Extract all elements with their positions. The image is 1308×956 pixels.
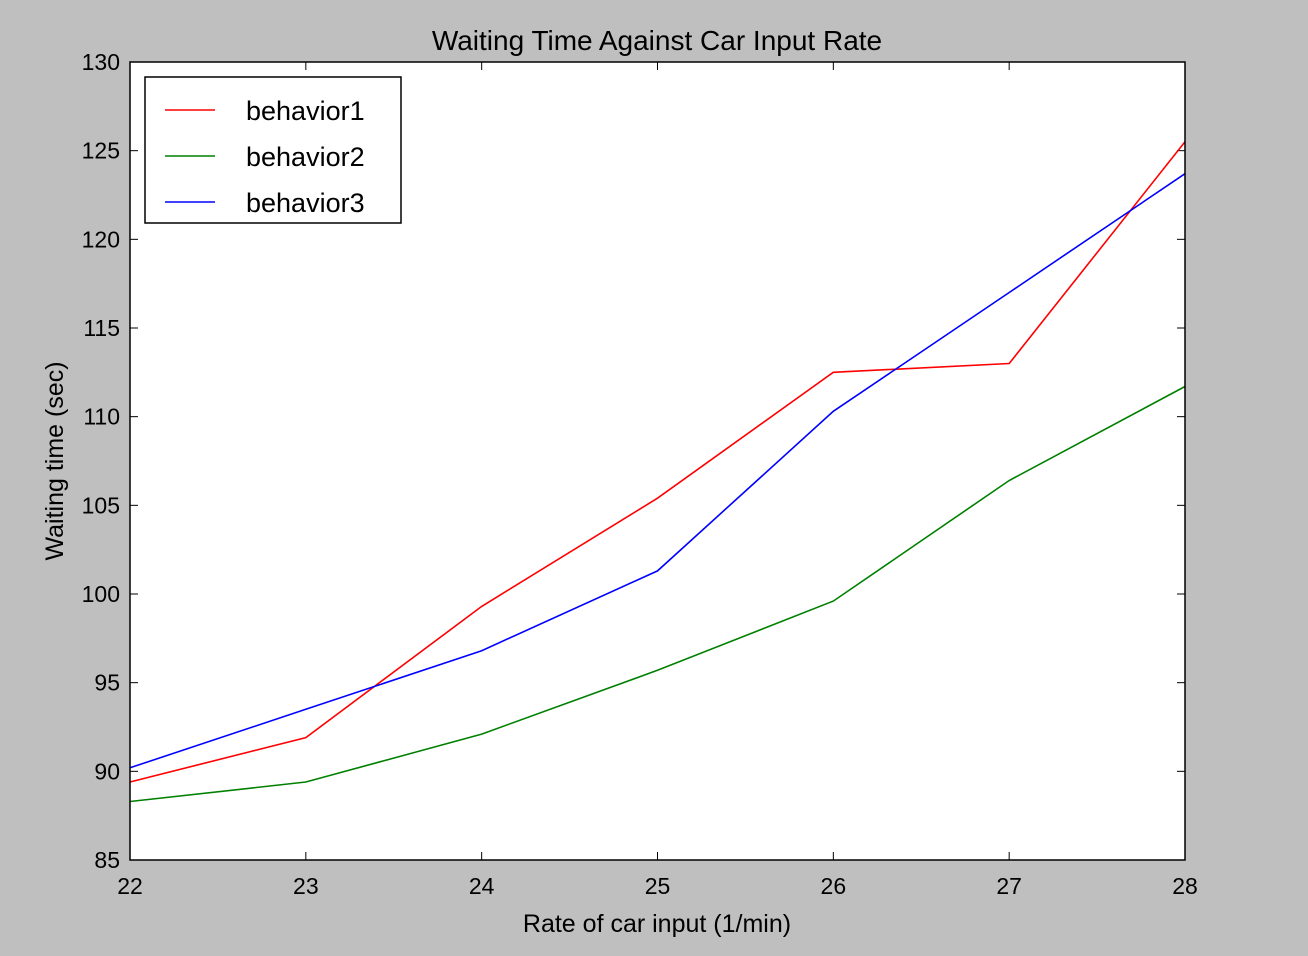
y-tick-label: 130 xyxy=(82,49,120,75)
y-tick-label: 95 xyxy=(94,670,120,696)
y-tick-label: 105 xyxy=(82,492,120,518)
legend-box xyxy=(144,76,402,224)
x-tick-label: 26 xyxy=(821,873,847,899)
series-line-behavior1 xyxy=(129,141,1186,783)
y-axis-ticks: 85 90 95 100 105 110 115 120 125 130 xyxy=(82,49,1185,873)
y-tick-label: 120 xyxy=(82,226,120,252)
legend-label: behavior1 xyxy=(246,96,365,126)
legend-label: behavior3 xyxy=(246,188,365,218)
y-axis-label: Waiting time (sec) xyxy=(41,361,69,560)
y-tick-label: 85 xyxy=(94,847,120,873)
y-tick-label: 100 xyxy=(82,581,120,607)
series-lines xyxy=(129,141,1186,803)
y-tick-label: 125 xyxy=(82,138,120,164)
plot-frame xyxy=(129,61,1186,861)
x-axis-label: Rate of car input (1/min) xyxy=(523,910,791,938)
y-tick-label: 90 xyxy=(94,758,120,784)
chart-title: Waiting Time Against Car Input Rate xyxy=(432,25,882,56)
x-tick-label: 22 xyxy=(117,873,143,899)
series-line-behavior3 xyxy=(129,173,1186,769)
series-line-behavior2 xyxy=(129,385,1186,803)
x-tick-label: 28 xyxy=(1172,873,1198,899)
x-tick-label: 25 xyxy=(645,873,671,899)
legend: behavior1 behavior2 behavior3 xyxy=(144,76,402,224)
y-tick-label: 110 xyxy=(83,404,120,430)
x-tick-label: 23 xyxy=(293,873,319,899)
legend-label: behavior2 xyxy=(246,142,365,172)
x-tick-label: 27 xyxy=(996,873,1022,899)
x-tick-label: 24 xyxy=(469,873,495,899)
x-axis-ticks: 22 23 24 25 26 27 28 xyxy=(117,62,1198,899)
y-tick-label: 115 xyxy=(83,315,120,341)
